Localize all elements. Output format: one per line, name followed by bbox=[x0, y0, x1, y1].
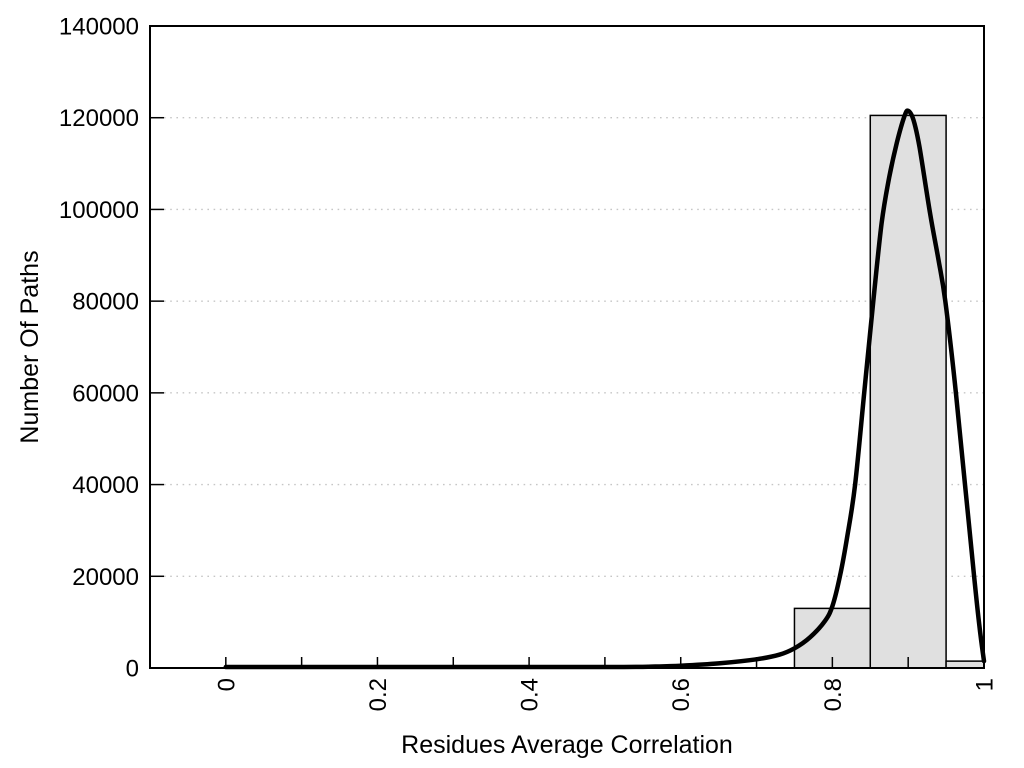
x-tick-label: 0 bbox=[213, 678, 240, 691]
y-tick-label: 40000 bbox=[72, 472, 139, 499]
x-tick-label: 0.8 bbox=[820, 678, 847, 711]
x-axis-title: Residues Average Correlation bbox=[401, 731, 733, 759]
y-tick-label: 80000 bbox=[72, 289, 139, 316]
y-axis-title: Number Of Paths bbox=[16, 250, 44, 443]
y-tick-label: 0 bbox=[126, 656, 139, 683]
x-tick-label: 1 bbox=[972, 678, 999, 691]
histogram-bar bbox=[869, 114, 947, 669]
y-tick-label: 100000 bbox=[59, 197, 139, 224]
fitted-distribution-curve bbox=[223, 108, 987, 670]
x-tick-label: 0.2 bbox=[365, 678, 392, 711]
x-tick-label: 0.4 bbox=[517, 678, 544, 711]
x-tick-label: 0.6 bbox=[668, 678, 695, 711]
y-tick-label: 140000 bbox=[59, 14, 139, 41]
y-tick-label: 60000 bbox=[72, 380, 139, 407]
y-tick-label: 20000 bbox=[72, 564, 139, 591]
y-tick-label: 120000 bbox=[59, 105, 139, 132]
histogram-bar bbox=[945, 660, 985, 669]
